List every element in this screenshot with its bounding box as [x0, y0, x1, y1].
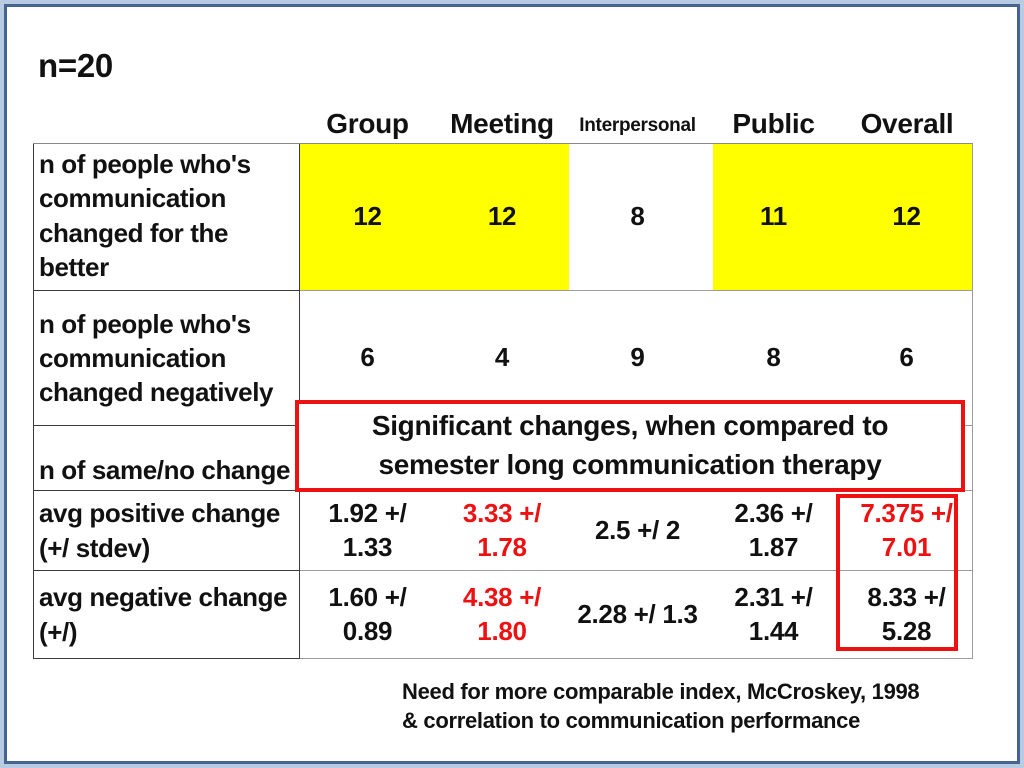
cell-avgpos-interpersonal: 2.5 +/ 2: [569, 491, 706, 571]
cell-better-meeting: 12: [435, 144, 569, 291]
cell-avgpos-public: 2.36 +/ 1.87: [706, 491, 841, 571]
row-label-changed-better: n of people who's communication changed …: [33, 144, 300, 291]
column-header-group: Group: [326, 108, 409, 139]
row-label-changed-negatively: n of people who's communication changed …: [33, 291, 300, 426]
footnote-caption: Need for more comparable index, McCroske…: [402, 679, 920, 734]
significant-changes-callout: Significant changes, when compared to se…: [295, 400, 965, 492]
cell-avgneg-meeting: 4.38 +/ 1.80: [435, 571, 569, 659]
column-header-interpersonal: Interpersonal: [579, 115, 696, 136]
cell-better-interpersonal: 8: [569, 144, 706, 291]
cell-better-group: 12: [300, 144, 435, 291]
row-label-avg-negative: avg negative change (+/): [33, 571, 300, 659]
column-header-overall: Overall: [860, 108, 954, 139]
sample-size-label: n=20: [38, 47, 113, 84]
cell-better-public: 11: [706, 144, 841, 291]
slide: n=20 Group Meeting Interpersonal Public …: [4, 4, 1020, 764]
row-label-same-no-change: n of same/no change: [33, 426, 300, 491]
cell-better-overall: 12: [841, 144, 973, 291]
table-column-headers: Group Meeting Interpersonal Public Overa…: [33, 92, 973, 142]
row-label-avg-positive: avg positive change (+/ stdev): [33, 491, 300, 571]
cell-avgpos-group: 1.92 +/ 1.33: [300, 491, 435, 571]
cell-avgneg-group: 1.60 +/ 0.89: [300, 571, 435, 659]
cell-avgpos-overall: 7.375 +/ 7.01: [841, 491, 973, 571]
cell-avgneg-overall: 8.33 +/ 5.28: [841, 571, 973, 659]
cell-avgpos-meeting: 3.33 +/ 1.78: [435, 491, 569, 571]
cell-avgneg-public: 2.31 +/ 1.44: [706, 571, 841, 659]
data-table: n of people who's communication changed …: [33, 143, 973, 659]
cell-avgneg-interpersonal: 2.28 +/ 1.3: [569, 571, 706, 659]
column-header-public: Public: [732, 108, 815, 139]
column-header-meeting: Meeting: [450, 108, 554, 139]
